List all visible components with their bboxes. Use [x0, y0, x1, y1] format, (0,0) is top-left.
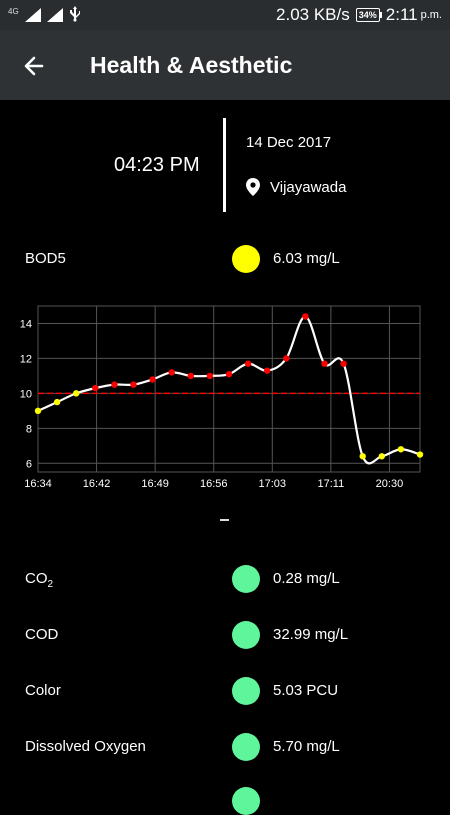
data-point — [53, 398, 61, 406]
signal-icon — [46, 8, 63, 22]
param-row[interactable]: CO2 0.28 mg/L — [0, 560, 450, 600]
data-point — [225, 370, 233, 378]
page-title: Health & Aesthetic — [90, 52, 293, 78]
status-indicator — [232, 621, 260, 649]
data-point — [187, 372, 194, 380]
location-name: Vijayawada — [270, 178, 347, 196]
network-type: 4G — [8, 7, 19, 16]
reading-info: 04:23 PM 14 Dec 2017 Vijayawada — [0, 100, 450, 230]
param-value: 32.99 mg/L — [273, 626, 349, 643]
param-name: Dissolved Oxygen — [25, 738, 146, 755]
clock-time: 2:11 — [385, 5, 418, 24]
app-bar: Health & Aesthetic — [0, 30, 450, 100]
data-point — [397, 446, 405, 453]
y-tick-label: 12 — [20, 353, 32, 365]
param-name: BOD5 — [25, 250, 66, 267]
clock-ampm: p.m. — [420, 9, 442, 21]
bod5-chart: 14 12 10 8 6 16:34 16:42 16:49 16:56 17:03 17:11 20… — [0, 300, 450, 500]
bod5-line-chart: 14 12 10 8 6 16:34 16:42 16:49 16:56 17:03 17:11 20… — [20, 305, 424, 490]
x-tick-label: 20:30 — [376, 478, 404, 490]
param-name-subscript: 2 — [47, 579, 54, 590]
data-point — [283, 355, 290, 362]
data-point — [92, 384, 99, 392]
data-point — [244, 360, 252, 367]
status-indicator — [232, 245, 260, 273]
battery-icon: 34% — [355, 8, 382, 22]
status-indicator — [232, 787, 260, 815]
param-value: 5.03 PCU — [273, 682, 339, 699]
data-point — [302, 313, 309, 320]
data-point — [206, 372, 214, 380]
status-bar: 4G 2.03 KB/s 34% 2:11 p.m. — [0, 0, 450, 30]
x-tick-label: 16:34 — [24, 478, 52, 490]
param-row[interactable]: Color 5.03 PCU — [0, 672, 450, 712]
data-point — [168, 369, 175, 376]
x-tick-label: 16:49 — [141, 478, 169, 490]
arrow-left-icon — [24, 56, 44, 76]
data-point — [111, 381, 118, 388]
x-tick-label: 17:03 — [259, 478, 287, 490]
status-indicator — [232, 677, 260, 705]
param-value: 5.70 mg/L — [273, 738, 340, 755]
data-point — [149, 376, 156, 383]
x-tick-label: 16:42 — [83, 478, 111, 490]
param-name: CO2 — [25, 570, 54, 590]
x-tick-label: 16:56 — [200, 478, 228, 490]
param-value: 0.28 mg/L — [273, 570, 340, 587]
data-point — [340, 360, 347, 367]
data-point — [378, 453, 385, 460]
param-row[interactable]: COD 32.99 mg/L — [0, 616, 450, 656]
param-row[interactable]: Dissolved Oxygen 5.70 mg/L — [0, 728, 450, 768]
data-point — [359, 453, 366, 460]
usb-icon — [69, 6, 80, 22]
y-tick-label: 14 — [20, 318, 32, 330]
reading-time: 04:23 PM — [114, 154, 200, 176]
y-tick-label: 8 — [26, 423, 32, 435]
y-tick-label: 6 — [26, 458, 32, 470]
reading-date: 14 Dec 2017 — [246, 134, 332, 151]
location: Vijayawada — [246, 178, 346, 196]
status-indicator — [232, 565, 260, 593]
collapse-handle[interactable] — [220, 519, 229, 521]
data-point — [130, 381, 137, 388]
status-indicator — [232, 733, 260, 761]
param-value: 6.03 mg/L — [273, 250, 340, 267]
back-button[interactable] — [16, 48, 52, 84]
status-left: 4G — [8, 6, 81, 22]
x-tick-label: 17:11 — [318, 478, 345, 490]
data-point — [321, 360, 328, 367]
divider — [223, 118, 226, 212]
data-point — [416, 451, 424, 458]
data-point — [34, 407, 42, 415]
data-point — [73, 390, 80, 397]
net-speed: 2.03 KB/s — [276, 5, 350, 24]
signal-icon — [24, 8, 41, 22]
location-pin-icon — [246, 178, 260, 196]
param-name: COD — [25, 626, 59, 643]
data-point — [264, 367, 271, 374]
y-tick-label: 10 — [20, 388, 32, 400]
param-row-bod5[interactable]: BOD5 6.03 mg/L — [0, 240, 450, 280]
status-right: 2.03 KB/s 34% 2:11 p.m. — [276, 5, 442, 25]
param-name: Color — [25, 682, 61, 699]
